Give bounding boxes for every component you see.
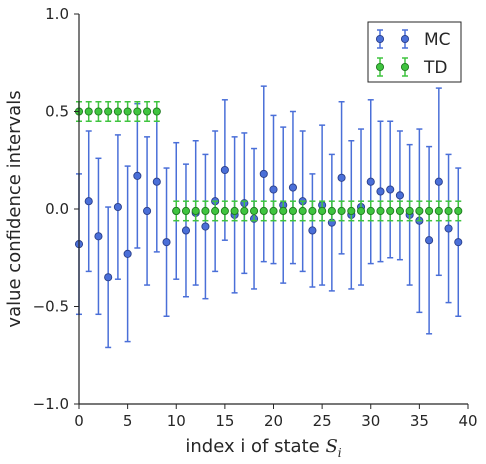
data-point [454,206,463,215]
data-point [425,206,434,215]
data-point [123,249,132,258]
data-point [454,238,463,247]
x-tick-label: 15 [215,412,234,430]
legend-marker [375,34,385,44]
x-tick-label: 25 [313,412,332,430]
legend-marker [375,62,385,72]
data-point [356,206,366,215]
data-point [269,206,278,215]
y-tick-label: 1.0 [45,5,69,23]
data-point [201,222,210,231]
y-tick-label: 0.0 [45,200,69,218]
y-tick-label: 0.5 [45,103,69,121]
x-tick-label: 40 [458,412,477,430]
data-point [94,107,103,116]
data-point [220,165,229,175]
data-point [172,206,181,215]
x-axis-label: index i of state Si [185,436,341,460]
x-axis-label-text: index i of state [185,436,325,457]
data-point [220,206,229,215]
data-point [104,273,113,282]
data-point [298,206,307,215]
legend-label: TD [423,58,447,78]
legend-label: MC [424,30,451,50]
x-axis-label-subscript: i [338,446,342,460]
data-point [347,206,356,215]
data-point [415,206,424,215]
data-point [444,224,453,233]
legend-marker [400,34,410,44]
x-tick-label: 35 [410,412,429,430]
data-point [240,206,249,215]
data-point [230,206,239,215]
x-tick-label: 20 [264,412,283,430]
data-point [376,206,385,215]
data-point [308,206,317,215]
data-point [337,206,346,215]
data-point [269,185,278,194]
data-point [152,177,161,186]
data-point [123,107,132,116]
legend-marker [400,62,410,72]
legend: MC TD [367,21,462,83]
data-point [288,183,298,192]
x-tick-label: 0 [74,412,84,430]
x-tick-label: 10 [167,412,186,430]
data-point [318,206,327,215]
data-point [395,191,404,200]
data-point [133,171,142,180]
data-point [259,206,268,215]
legend-box [367,21,462,83]
data-point [434,177,443,186]
data-point [162,238,171,247]
data-point [152,107,161,116]
tick-layer: 0 5 10 15 20 25 30 35 40 −1.0 −0.5 0.0 0.5 1.0 [33,5,478,430]
data-point [434,206,443,215]
data-point [395,206,404,215]
data-point [143,206,152,215]
data-point [425,236,434,245]
series-td [74,101,463,222]
data-point [337,173,346,182]
data-point [288,206,298,215]
series-mc [74,85,463,349]
data-point [143,107,152,116]
data-point [279,206,288,215]
y-axis-label: value confidence intervals [4,90,25,327]
data-point [113,107,122,116]
data-point [444,206,453,215]
legend-item-mc: MC [375,29,451,50]
data-point [249,206,259,215]
data-point [113,202,122,212]
data-point [191,206,200,215]
data-point [327,206,336,215]
data-point [94,232,103,241]
legend-item-td: TD [375,57,447,78]
data-point [405,206,414,215]
data-point [84,197,93,206]
data-point [308,226,317,235]
data-point [376,187,385,196]
data-point [133,107,142,116]
data-point [104,107,113,116]
x-tick-label: 5 [123,412,133,430]
data-point [84,107,93,116]
x-tick-label: 30 [361,412,380,430]
data-point [386,206,395,215]
data-point [211,206,220,215]
data-point [201,206,210,215]
data-point [259,169,268,178]
data-point [181,206,191,215]
series-layer [74,85,463,349]
data-point [386,185,395,194]
data-point [366,177,375,186]
y-tick-label: −1.0 [33,395,69,413]
data-point [366,206,375,215]
y-tick-label: −0.5 [33,298,69,316]
x-axis-label-math: S [325,436,337,457]
data-point [181,226,191,235]
